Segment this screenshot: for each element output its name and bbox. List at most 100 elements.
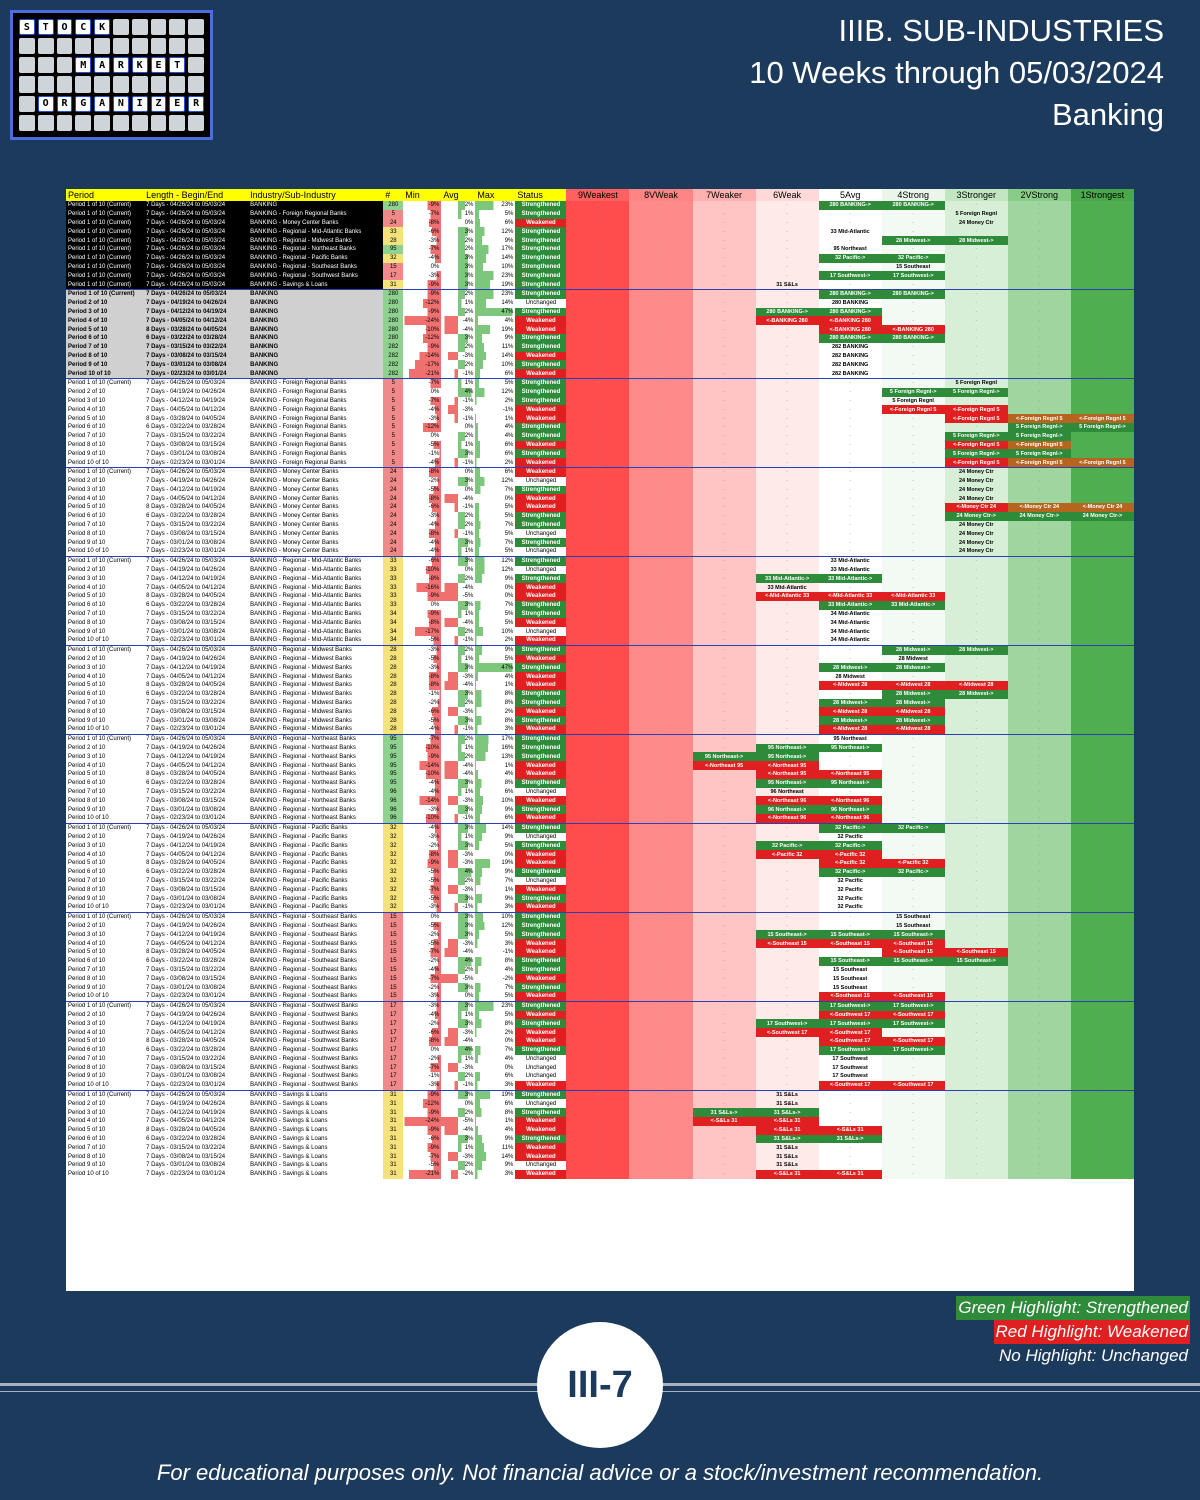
logo-letter: K (131, 57, 148, 74)
count-cell: 17 (383, 1000, 404, 1011)
rank-cell-7weaker: - (692, 627, 756, 637)
rank-cell-3stronger: - (944, 360, 1008, 370)
table-row: Period 1 of 10 (Current) 7 Days - 04/26/2… (66, 271, 1134, 281)
status-cell: Unchanged (515, 787, 567, 797)
rank-cell-7weaker: - (692, 991, 756, 1002)
status-cell: Weakened (515, 813, 567, 824)
rank-cell-9weakest: - (566, 1108, 630, 1118)
count-cell: 17 (383, 1080, 404, 1091)
min-cell: -3% (403, 1000, 442, 1011)
length-cell: 7 Days - 04/26/24 to 05/03/24 (144, 271, 249, 281)
table-row: Period 1 of 10 (Current) 7 Days - 04/26/2… (66, 911, 1134, 922)
min-cell: 0% (403, 911, 442, 922)
table-row: Period 8 of 10 7 Days - 03/08/24 to 03/15… (66, 885, 1134, 895)
logo-tile (131, 114, 148, 131)
rank-cell-7weaker: - (692, 1143, 756, 1153)
rank-cell-9weakest: - (566, 663, 630, 673)
rank-cell-6weak: - (755, 698, 819, 708)
max-cell: 14% (475, 351, 516, 361)
period-cell: Period 1 of 10 (Current) (66, 377, 145, 388)
rank-cell-3stronger: - (944, 1089, 1008, 1100)
rank-cell-1strongest: - (1070, 227, 1134, 237)
avg-cell: 3% (441, 778, 476, 788)
period-cell: Period 1 of 10 (Current) (66, 733, 145, 744)
max-cell: 8% (475, 689, 516, 699)
industry-cell: BANKING - Money Center Banks (248, 547, 384, 557)
status-cell: Strengthened (515, 1134, 567, 1144)
rank-cell-2vstrong: - (1007, 529, 1071, 539)
rank-cell-3stronger: - (944, 761, 1008, 770)
length-cell: 7 Days - 02/23/24 to 03/01/24 (144, 1080, 249, 1091)
rank-cell-6weak: - (755, 449, 819, 459)
rank-cell-7weaker: - (692, 1045, 756, 1055)
count-cell: 280 (383, 288, 404, 299)
rank-cell-4strong: - (881, 752, 945, 762)
rank-cell-3stronger: <-Midwest 28 (944, 681, 1008, 690)
avg-cell: 3% (441, 1134, 476, 1144)
rank-cell-4strong: - (881, 1054, 945, 1064)
min-cell: -3% (403, 236, 442, 245)
rank-cell-6weak: <-Northeast 95 (755, 770, 819, 779)
max-cell: 3% (475, 939, 516, 948)
status-cell: Weakened (515, 991, 567, 1002)
rank-cell-4strong: - (881, 422, 945, 432)
max-cell: 6% (475, 466, 516, 477)
max-cell: 14% (475, 298, 516, 308)
rank-cell-2vstrong: <-Foreign Regnl 5 (1007, 440, 1071, 450)
industry-cell: BANKING - Regional - Northeast Banks (248, 770, 384, 779)
table-row: Period 5 of 10 8 Days - 03/28/24 to 04/05… (66, 592, 1134, 601)
table-row: Period 9 of 10 7 Days - 03/01/24 to 03/08… (66, 360, 1134, 370)
period-cell: Period 7 of 10 (66, 431, 145, 441)
rank-cell-1strongest: - (1070, 1063, 1134, 1073)
rank-cell-4strong: - (881, 547, 945, 557)
rank-cell-3stronger: - (944, 636, 1008, 646)
rank-cell-6weak: 95 Northeast-> (755, 752, 819, 762)
max-cell: 0% (475, 850, 516, 859)
rank-cell-4strong: - (881, 538, 945, 548)
rank-cell-7weaker: - (692, 902, 756, 913)
rank-cell-6weak: - (755, 1054, 819, 1064)
count-cell: 5 (383, 377, 404, 388)
status-cell: Strengthened (515, 360, 567, 370)
avg-cell: -3% (441, 796, 476, 806)
period-cell: Period 3 of 10 (66, 307, 145, 317)
rank-cell-6weak: - (755, 422, 819, 432)
rank-cell-7weaker: - (692, 227, 756, 237)
status-cell: Strengthened (515, 743, 567, 753)
rank-cell-1strongest: 5 Foreign Regnl-> (1070, 422, 1134, 432)
rank-cell-7weaker: - (692, 298, 756, 308)
length-cell: 7 Days - 03/08/24 to 03/15/24 (144, 707, 249, 717)
period-cell: Period 5 of 10 (66, 681, 145, 690)
rank-cell-5avg: - (818, 529, 882, 539)
length-cell: 7 Days - 04/12/24 to 04/19/24 (144, 1108, 249, 1118)
rank-cell-8vweak: - (629, 609, 693, 619)
rank-cell-3stronger: - (944, 1028, 1008, 1037)
avg-cell: -5% (441, 974, 476, 984)
count-cell: 33 (383, 583, 404, 593)
count-cell: 282 (383, 342, 404, 352)
min-cell: -3% (403, 271, 442, 281)
rank-cell-9weakest: - (566, 1117, 630, 1126)
avg-cell: 1% (441, 377, 476, 388)
rank-cell-8vweak: - (629, 965, 693, 975)
industry-cell: BANKING - Foreign Regional Banks (248, 405, 384, 415)
rank-cell-7weaker: - (692, 476, 756, 486)
avg-cell: 2% (441, 1072, 476, 1081)
status-cell: Weakened (515, 974, 567, 984)
logo-tile (37, 114, 54, 131)
rank-cell-6weak: 31 S&Ls (755, 280, 819, 290)
rank-cell-6weak: - (755, 298, 819, 308)
rank-cell-6weak: <-BANKING 280 (755, 316, 819, 326)
rank-cell-2vstrong: - (1007, 663, 1071, 673)
table-row: Period 2 of 10 7 Days - 04/19/24 to 04/26… (66, 921, 1134, 931)
rank-cell-2vstrong: - (1007, 209, 1071, 219)
rank-cell-1strongest: - (1070, 592, 1134, 601)
rank-cell-6weak: 95 Northeast-> (755, 743, 819, 753)
period-cell: Period 7 of 10 (66, 1054, 145, 1064)
max-cell: 0% (475, 1036, 516, 1046)
avg-cell: 3% (441, 921, 476, 931)
rank-cell-2vstrong: - (1007, 698, 1071, 708)
industry-cell: BANKING - Savings & Loans (248, 1125, 384, 1135)
logo-tile (188, 114, 204, 131)
length-cell: 7 Days - 04/19/24 to 04/26/24 (144, 654, 249, 664)
